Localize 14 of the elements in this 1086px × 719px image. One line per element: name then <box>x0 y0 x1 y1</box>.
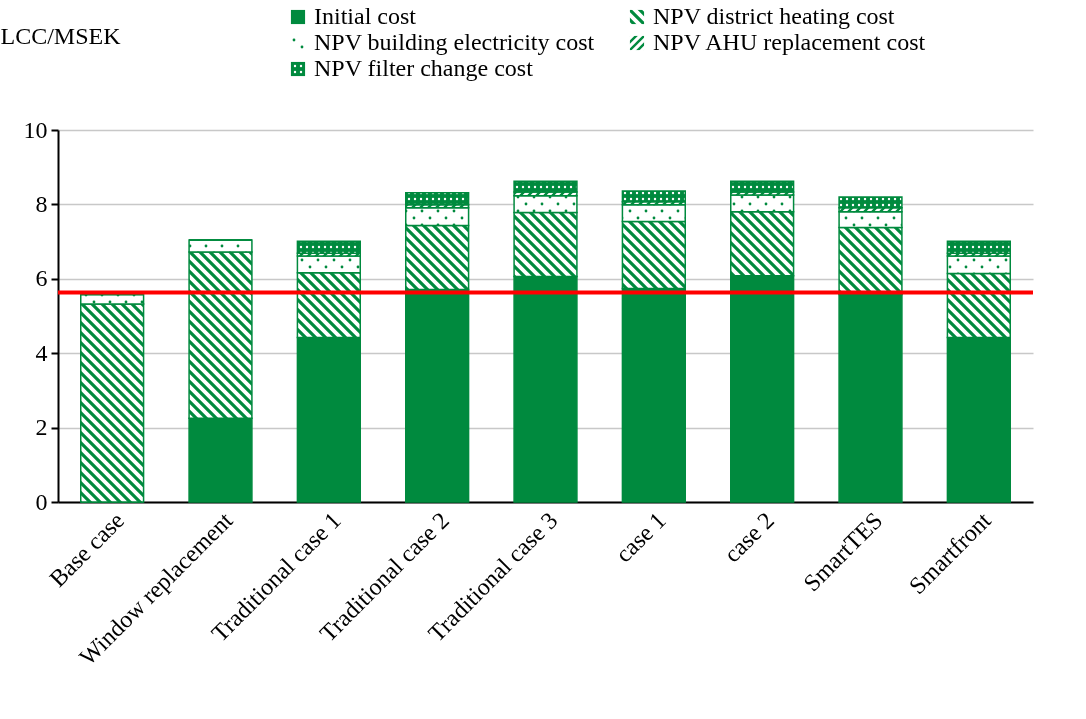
legend-label: Initial cost <box>314 3 417 29</box>
legend-label: NPV AHU replacement cost <box>653 29 926 55</box>
legend-label: NPV district heating cost <box>653 3 895 29</box>
y-tick-label: 4 <box>35 339 48 366</box>
y-tick-label: 6 <box>35 265 48 292</box>
x-tick-label: case 1 <box>610 507 671 568</box>
x-tick-label: case 2 <box>718 507 780 568</box>
y-tick-label: 10 <box>23 116 48 143</box>
legend-label: NPV building electricity cost <box>314 29 595 55</box>
legend-label: NPV filter change cost <box>314 55 534 81</box>
y-tick-label: 0 <box>35 488 48 515</box>
y-tick-label: 8 <box>35 190 48 217</box>
y-axis-title: LCC/MSEK <box>0 22 122 49</box>
y-tick-label: 2 <box>35 414 48 441</box>
